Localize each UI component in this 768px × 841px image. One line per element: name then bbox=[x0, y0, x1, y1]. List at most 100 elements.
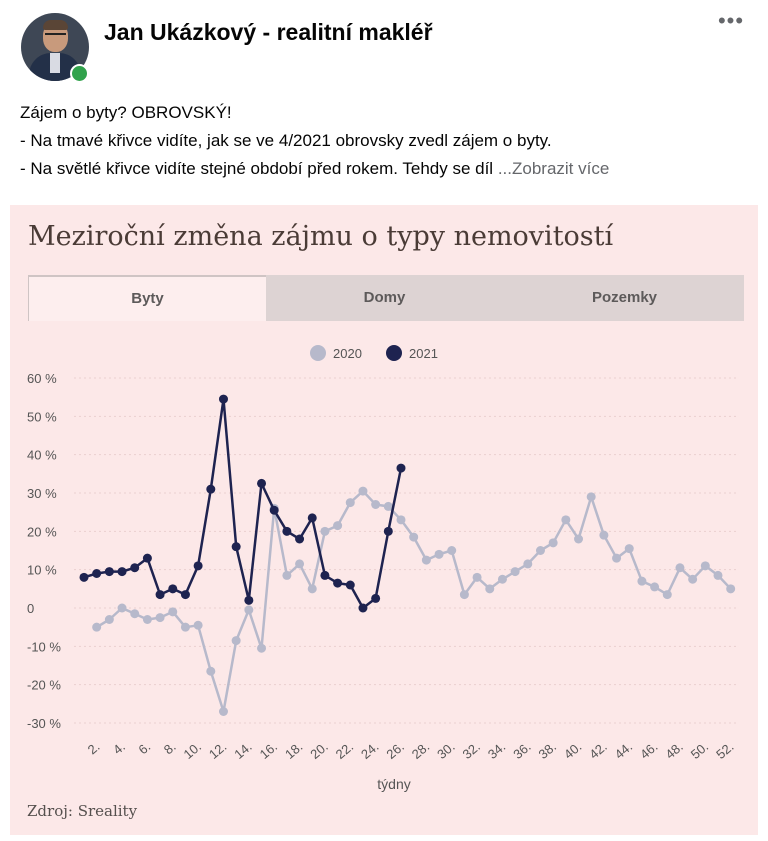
data-point-2021 bbox=[244, 595, 254, 605]
data-point-2020 bbox=[92, 622, 102, 632]
y-tick-label: 60 % bbox=[27, 371, 57, 386]
data-point-2021 bbox=[206, 484, 216, 494]
data-point-2020 bbox=[142, 615, 152, 624]
data-point-2021 bbox=[383, 526, 393, 536]
legend-label-2021: 2021 bbox=[409, 346, 438, 361]
data-point-2020 bbox=[497, 574, 507, 584]
author-name[interactable]: Jan Ukázkový - realitní makléř bbox=[104, 19, 433, 45]
data-point-2021 bbox=[269, 505, 279, 515]
x-tick-label: 6. bbox=[135, 739, 153, 757]
x-tick-label: 2. bbox=[85, 739, 103, 757]
more-options-icon[interactable]: ••• bbox=[717, 8, 745, 33]
online-status-dot bbox=[70, 64, 89, 83]
data-point-2021 bbox=[320, 570, 330, 580]
data-point-2020 bbox=[218, 707, 228, 716]
data-point-2020 bbox=[688, 574, 698, 584]
data-point-2020 bbox=[624, 544, 634, 554]
data-point-2020 bbox=[586, 492, 596, 502]
data-point-2020 bbox=[700, 561, 710, 571]
x-tick-label: 18. bbox=[282, 739, 305, 762]
data-point-2020 bbox=[561, 515, 571, 525]
data-point-2020 bbox=[535, 546, 545, 555]
chart-tabs: Byty Domy Pozemky bbox=[28, 275, 744, 321]
y-tick-label: 30 % bbox=[27, 486, 57, 501]
data-point-2020 bbox=[599, 530, 609, 540]
data-point-2021 bbox=[231, 542, 241, 552]
data-point-2020 bbox=[713, 570, 723, 580]
data-point-2021 bbox=[218, 394, 228, 404]
data-point-2021 bbox=[180, 590, 190, 600]
y-tick-label: -30 % bbox=[27, 716, 61, 731]
data-point-2020 bbox=[257, 643, 267, 653]
data-point-2020 bbox=[358, 486, 368, 496]
data-point-2020 bbox=[345, 498, 355, 508]
data-point-2020 bbox=[180, 622, 190, 632]
series-line-2020 bbox=[96, 489, 732, 713]
tab-pozemky[interactable]: Pozemky bbox=[591, 289, 658, 306]
data-point-2021 bbox=[168, 584, 178, 594]
x-tick-label: 16. bbox=[257, 739, 280, 762]
data-point-2021 bbox=[345, 580, 355, 590]
data-point-2020 bbox=[383, 501, 393, 511]
data-point-2020 bbox=[155, 613, 165, 623]
avatar-glasses bbox=[45, 33, 66, 40]
see-more-link[interactable]: ...Zobrazit více bbox=[497, 159, 610, 178]
data-point-2020 bbox=[485, 584, 495, 594]
data-point-2020 bbox=[523, 559, 533, 569]
data-point-2021 bbox=[371, 593, 381, 603]
x-tick-label: 52. bbox=[713, 739, 736, 762]
legend-label-2020: 2020 bbox=[333, 346, 362, 361]
data-point-2021 bbox=[79, 572, 89, 582]
data-point-2020 bbox=[396, 515, 406, 525]
chart-title: Meziroční změna zájmu o typy nemovitostí bbox=[28, 221, 614, 252]
data-point-2021 bbox=[104, 567, 114, 577]
data-point-2020 bbox=[333, 521, 343, 531]
data-point-2021 bbox=[282, 526, 292, 536]
x-tick-label: 26. bbox=[383, 739, 406, 762]
legend-marker-2021 bbox=[386, 345, 402, 361]
data-point-2020 bbox=[371, 500, 381, 509]
x-tick-label: 28. bbox=[409, 739, 432, 762]
avatar-hair bbox=[43, 20, 68, 30]
data-point-2020 bbox=[675, 563, 685, 573]
line-chart: 60 % 50 % 40 % 30 % 20 % 10 % 0 -10 % -20 % -30 %… bbox=[27, 345, 738, 792]
data-point-2021 bbox=[257, 478, 267, 488]
x-tick-label: 42. bbox=[586, 739, 609, 762]
x-tick-label: 40. bbox=[561, 739, 584, 762]
data-point-2020 bbox=[193, 620, 203, 630]
y-tick-label: -20 % bbox=[27, 678, 61, 693]
data-point-2020 bbox=[574, 534, 584, 544]
data-point-2021 bbox=[358, 603, 368, 613]
data-point-2021 bbox=[307, 513, 317, 523]
data-point-2021 bbox=[193, 561, 203, 571]
y-tick-label: 40 % bbox=[27, 448, 57, 463]
data-point-2021 bbox=[142, 553, 152, 563]
data-point-2021 bbox=[92, 569, 102, 578]
data-point-2020 bbox=[130, 609, 140, 619]
post-line: - Na tmavé křivce vidíte, jak se ve 4/20… bbox=[20, 131, 552, 150]
x-tick-label: 24. bbox=[358, 739, 381, 762]
data-point-2020 bbox=[206, 666, 216, 676]
x-tick-label: 12. bbox=[206, 739, 229, 762]
y-tick-label: 10 % bbox=[27, 563, 57, 578]
data-point-2020 bbox=[320, 526, 330, 536]
tab-byty[interactable]: Byty bbox=[28, 275, 266, 321]
tab-domy[interactable]: Domy bbox=[363, 289, 406, 306]
data-point-2020 bbox=[231, 636, 241, 646]
x-tick-label: 20. bbox=[307, 739, 330, 762]
x-tick-label: 8. bbox=[161, 739, 179, 757]
data-point-2020 bbox=[726, 584, 736, 594]
data-point-2020 bbox=[409, 532, 419, 542]
x-tick-label: 50. bbox=[688, 739, 711, 762]
x-tick-label: 34. bbox=[485, 739, 508, 762]
data-point-2020 bbox=[104, 615, 114, 624]
data-point-2020 bbox=[447, 546, 457, 555]
data-point-2020 bbox=[282, 570, 292, 580]
legend-marker-2020 bbox=[310, 345, 326, 361]
data-point-2020 bbox=[459, 590, 469, 600]
x-tick-label: 44. bbox=[612, 739, 635, 762]
data-point-2020 bbox=[662, 590, 672, 600]
data-point-2020 bbox=[612, 553, 622, 563]
x-tick-label: 38. bbox=[536, 739, 559, 762]
data-point-2021 bbox=[295, 534, 305, 544]
